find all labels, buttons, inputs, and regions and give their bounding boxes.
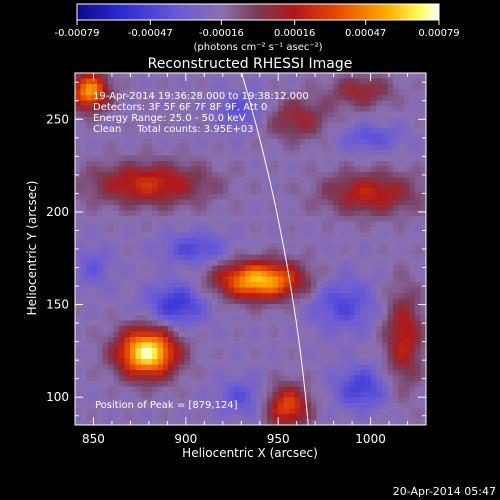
info-line-energy: Energy Range: 25.0 - 50.0 keV <box>93 113 246 124</box>
y-tick-label: 100 <box>46 390 69 404</box>
y-tick-label: 200 <box>46 205 69 219</box>
colorbar-tick-label: -0.00016 <box>199 28 244 39</box>
x-axis-label: Heliocentric X (arcsec) <box>182 446 318 460</box>
info-line-detectors: Detectors: 3F 5F 6F 7F 8F 9F, Att 0 <box>93 102 267 113</box>
colorbar-tick-label: -0.00079 <box>55 28 100 39</box>
x-tick-label: 1000 <box>355 432 386 446</box>
colorbar: -0.00079 -0.00047 -0.00016 0.00016 0.00047 0.… <box>55 3 460 53</box>
observation-info: 19-Apr-2014 19:36:28.000 to 19:38:12.000… <box>93 91 309 135</box>
image-title: Reconstructed RHESSI Image <box>148 56 353 72</box>
x-tick-labels: 850 900 950 1000 <box>82 432 386 446</box>
x-tick-label: 900 <box>174 432 197 446</box>
colorbar-ticks: -0.00079 -0.00047 -0.00016 0.00016 0.00047 0.… <box>55 20 460 39</box>
solar-limb-line <box>241 73 309 425</box>
colorbar-tick-label: 0.00016 <box>274 28 315 39</box>
colorbar-unit-label: (photons cm⁻² s⁻¹ asec⁻²) <box>193 42 322 53</box>
y-tick-label: 250 <box>46 112 69 126</box>
axis-ticks <box>74 73 427 425</box>
colorbar-tick-label: 0.00047 <box>345 28 386 39</box>
y-axis-label: Heliocentric Y (arcsec) <box>25 181 39 316</box>
plot-area: 19-Apr-2014 19:36:28.000 to 19:38:12.000… <box>74 72 427 426</box>
y-tick-labels: 100 150 200 250 <box>46 112 69 404</box>
rhessi-heatmap <box>75 73 426 425</box>
colorbar-tick-label: 0.00079 <box>418 28 459 39</box>
plot-timestamp: 20-Apr-2014 05:47 <box>393 485 496 498</box>
x-tick-label: 950 <box>267 432 290 446</box>
info-line-time: 19-Apr-2014 19:36:28.000 to 19:38:12.000 <box>93 91 309 102</box>
colorbar-tick-label: -0.00047 <box>128 28 173 39</box>
info-line-counts: Clean Total counts: 3.95E+03 <box>93 124 253 135</box>
colorbar-gradient <box>76 3 440 21</box>
y-tick-label: 150 <box>46 298 69 312</box>
peak-position-label: Position of Peak = [879,124] <box>95 400 238 411</box>
x-tick-label: 850 <box>82 432 105 446</box>
